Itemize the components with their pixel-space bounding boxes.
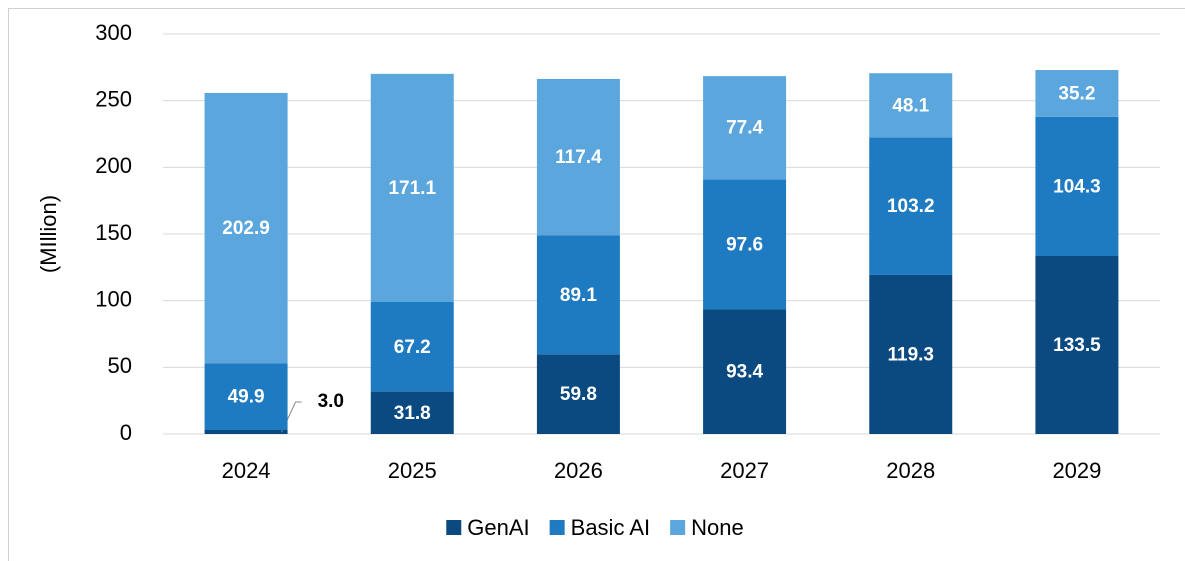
bar-segment: [370, 73, 454, 302]
bar-segment: [869, 137, 953, 275]
value-label: 133.5: [1053, 335, 1101, 356]
value-label: 119.3: [888, 344, 935, 365]
x-tick-label: 2027: [720, 458, 769, 483]
bar-segment: [869, 274, 953, 434]
bar-segment: [204, 92, 288, 364]
value-label: 31.8: [394, 403, 431, 424]
y-tick-label: 300: [95, 20, 132, 45]
value-label: 171.1: [388, 178, 436, 199]
bar-segment: [1035, 70, 1119, 117]
value-label: 48.1: [892, 95, 929, 116]
x-tick-label: 2029: [1052, 458, 1101, 483]
value-label: 103.2: [887, 196, 935, 217]
value-label: 97.6: [726, 234, 763, 255]
bar-segment: [370, 302, 454, 392]
value-label: 67.2: [394, 337, 431, 358]
value-label: 49.9: [228, 387, 265, 408]
y-tick-label: 150: [95, 220, 132, 245]
y-axis-label: (MIllion): [36, 195, 61, 273]
value-label: 117.4: [555, 147, 602, 168]
legend-swatch: [670, 520, 686, 535]
bar-segment: [370, 391, 454, 434]
value-label: 104.3: [1053, 176, 1101, 197]
bar-segment: [536, 78, 620, 236]
value-label: 35.2: [1058, 83, 1095, 104]
legend-swatch: [446, 520, 462, 535]
y-tick-label: 100: [95, 286, 132, 311]
x-tick-label: 2028: [886, 458, 935, 483]
legend-label: GenAI: [467, 515, 529, 540]
bar-segment: [204, 363, 288, 430]
value-label: 59.8: [560, 384, 597, 405]
legend-label: None: [691, 515, 744, 540]
x-tick-label: 2025: [388, 458, 437, 483]
legend-swatch: [549, 520, 565, 535]
value-label: 202.9: [222, 218, 270, 239]
value-label: 3.0: [318, 391, 344, 412]
bar-segment: [536, 235, 620, 355]
bar-segment: [869, 73, 953, 138]
value-label: 93.4: [726, 362, 763, 383]
bar-segment: [204, 430, 288, 434]
y-tick-label: 50: [108, 353, 132, 378]
legend: GenAI Basic AI None: [446, 515, 744, 540]
bar-segment: [1035, 256, 1119, 434]
chart-border: [8, 8, 1185, 561]
y-tick-label: 0: [120, 420, 132, 445]
bar-segment: [703, 76, 787, 180]
bar-segment: [1035, 116, 1119, 256]
y-tick-label: 250: [95, 86, 132, 111]
bar-segment: [703, 309, 787, 434]
bar-segment: [703, 179, 787, 310]
bar-segment: [536, 354, 620, 434]
y-tick-label: 200: [95, 153, 132, 178]
x-tick-label: 2024: [222, 458, 271, 483]
value-label: 77.4: [726, 118, 763, 139]
x-tick-label: 2026: [554, 458, 603, 483]
legend-label: Basic AI: [571, 515, 650, 540]
value-label: 89.1: [560, 285, 597, 306]
